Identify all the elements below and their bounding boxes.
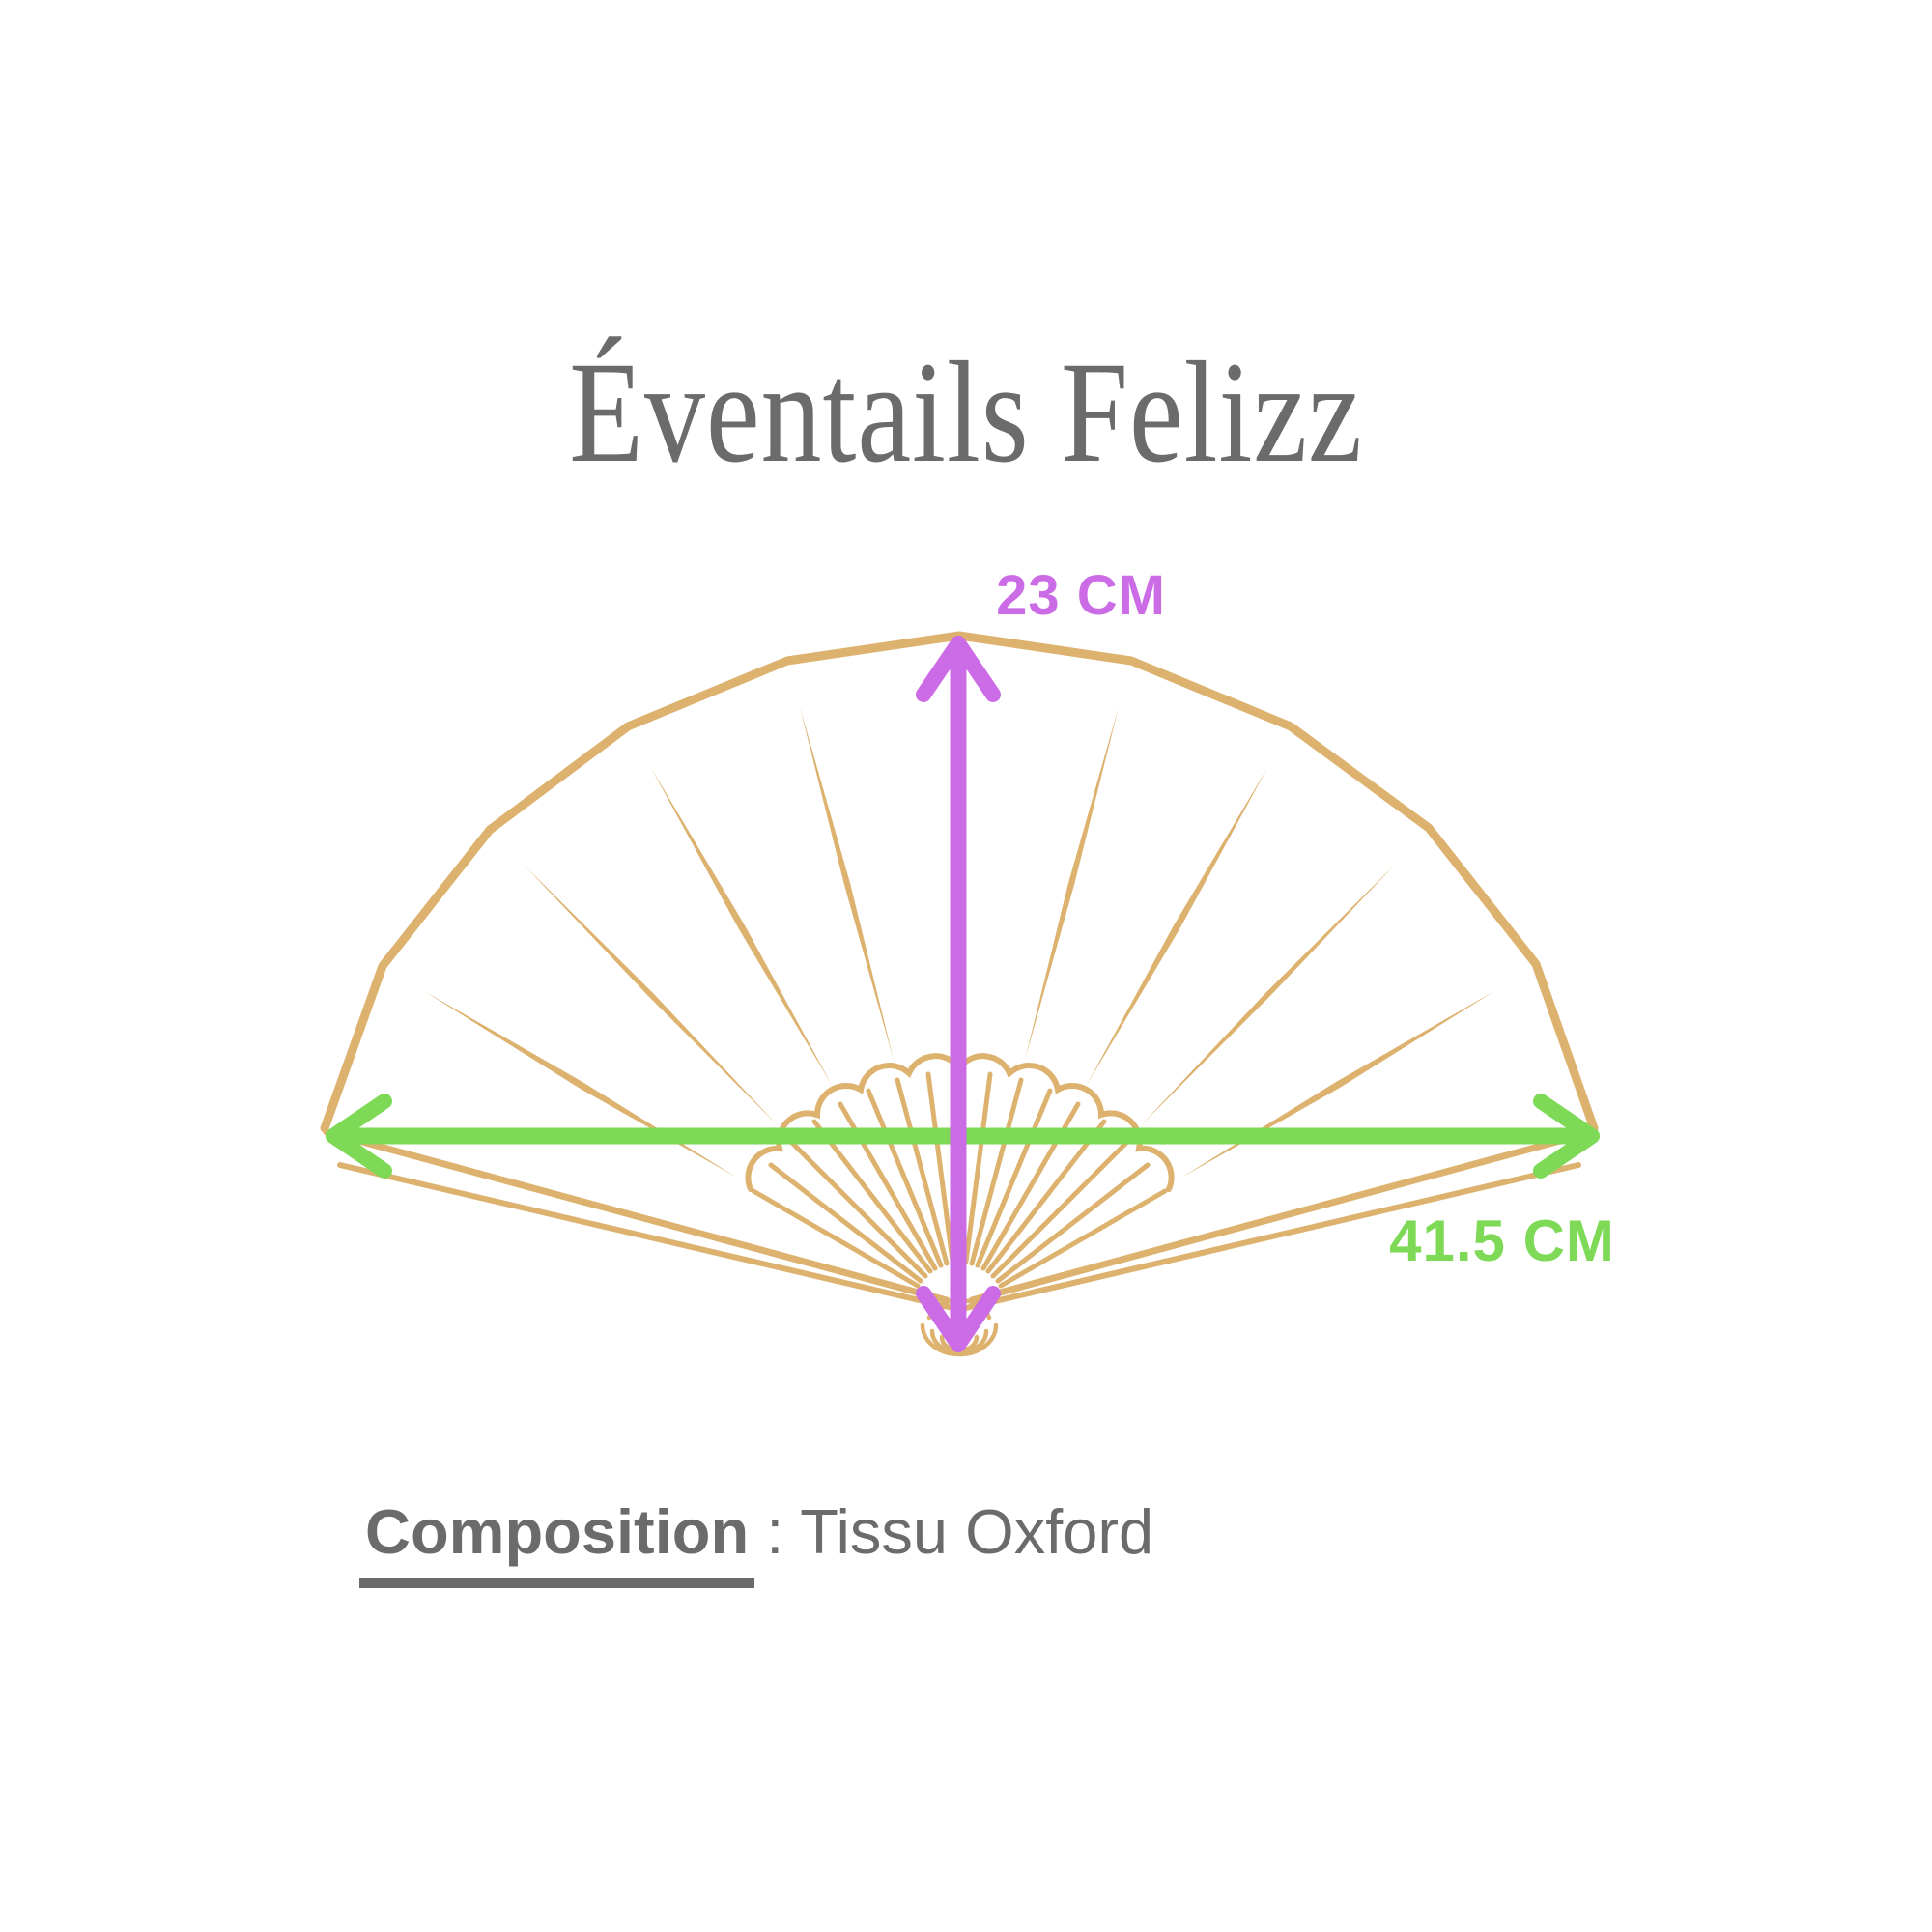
- height-dimension-arrow: [916, 636, 1001, 1352]
- fan-left-guard: [323, 1128, 955, 1311]
- composition-line: Composition : Tissu Oxford: [359, 1496, 1154, 1588]
- arrowhead-left-icon: [326, 1094, 392, 1179]
- composition-term: Composition: [359, 1496, 755, 1588]
- composition-separator: :: [749, 1496, 801, 1567]
- width-dimension-label: 41.5 CM: [1389, 1208, 1615, 1273]
- arrowhead-right-icon: [1533, 1094, 1600, 1179]
- fan-right-guard: [963, 1128, 1596, 1311]
- arrowhead-down-icon: [916, 1286, 1001, 1352]
- arrowhead-up-icon: [916, 636, 1001, 702]
- fan-outer-edge: [320, 631, 1599, 1133]
- page-title: Éventails Felizz: [569, 332, 1363, 493]
- height-dimension-label: 23 CM: [996, 564, 1166, 627]
- composition-value: Tissu Oxford: [800, 1496, 1154, 1567]
